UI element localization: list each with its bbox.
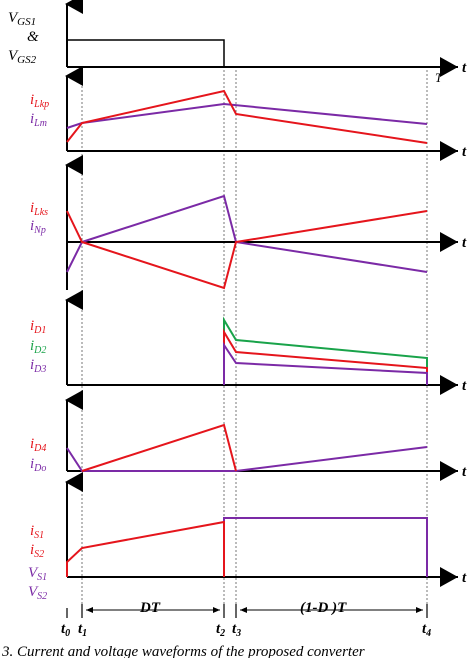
dt-arrow-right	[213, 607, 220, 613]
trace-id4	[81, 423, 237, 472]
label-ilks: iLks	[30, 200, 48, 218]
trace-is	[66, 520, 225, 577]
panel-switch-waveforms: iS1 iS2 VS1 VS2 t	[28, 472, 467, 602]
panel2-t-label: t	[462, 144, 467, 160]
label-ilkp: iLkp	[30, 92, 49, 110]
figure-caption: 3. Current and voltage waveforms of the …	[1, 644, 365, 658]
label-id2: iD2	[30, 338, 46, 356]
label-ido: iDo	[30, 456, 46, 474]
panel-output-diode-currents: iD4 iDo t	[30, 390, 467, 481]
panel-secondary-currents: iLks iNp t	[30, 155, 467, 290]
panel4-t-label: t	[462, 378, 467, 394]
interval-dt-label: DT	[139, 600, 161, 616]
rest-arrow-right	[416, 607, 423, 613]
trace-ido	[66, 446, 428, 472]
interval-rest-label: (1-D )T	[300, 600, 347, 616]
label-vgs1: VGS1	[8, 10, 36, 28]
panel5-t-label: t	[462, 464, 467, 480]
trace-id3	[223, 341, 428, 385]
label-t1: t1	[78, 621, 87, 639]
label-id4: iD4	[30, 436, 46, 454]
label-t3: t3	[232, 621, 241, 639]
label-id1: iD1	[30, 318, 46, 336]
gate-pulse	[66, 39, 225, 67]
label-vgs2: VGS2	[8, 48, 37, 66]
panel6-t-label: t	[462, 570, 467, 586]
panel-diode-currents: iD1 iD2 iD3 t	[30, 290, 467, 395]
trace-id1	[223, 328, 428, 385]
time-interval-axis: DT (1-D )T t0 t1 t2 t3 t4	[61, 600, 431, 639]
panel3-t-label: t	[462, 235, 467, 251]
label-amp: &	[27, 29, 39, 45]
trace-ilm	[66, 102, 428, 129]
period-label: T	[435, 70, 443, 85]
trace-vs	[223, 517, 428, 577]
label-t4: t4	[422, 621, 431, 639]
panel-inductor-currents: iLkp iLm t	[30, 66, 467, 161]
label-t0: t0	[61, 621, 70, 639]
trace-ilkp	[66, 89, 428, 144]
label-ilm: iLm	[30, 111, 47, 129]
rest-arrow-left	[240, 607, 247, 613]
label-vs1: VS1	[28, 565, 47, 583]
panel1-t-label: t	[462, 60, 467, 76]
label-is1: iS1	[30, 523, 44, 541]
label-inp: iNp	[30, 218, 46, 236]
trace-ilks	[66, 210, 428, 290]
trace-id2	[223, 316, 428, 385]
label-is2: iS2	[30, 542, 44, 560]
dt-arrow-left	[86, 607, 93, 613]
trace-inp	[66, 194, 428, 273]
label-id3: iD3	[30, 357, 46, 375]
label-vs2: VS2	[28, 584, 47, 602]
panel-gate-signals: VGS1 & VGS2 T t	[8, 0, 467, 85]
label-t2: t2	[216, 621, 225, 639]
